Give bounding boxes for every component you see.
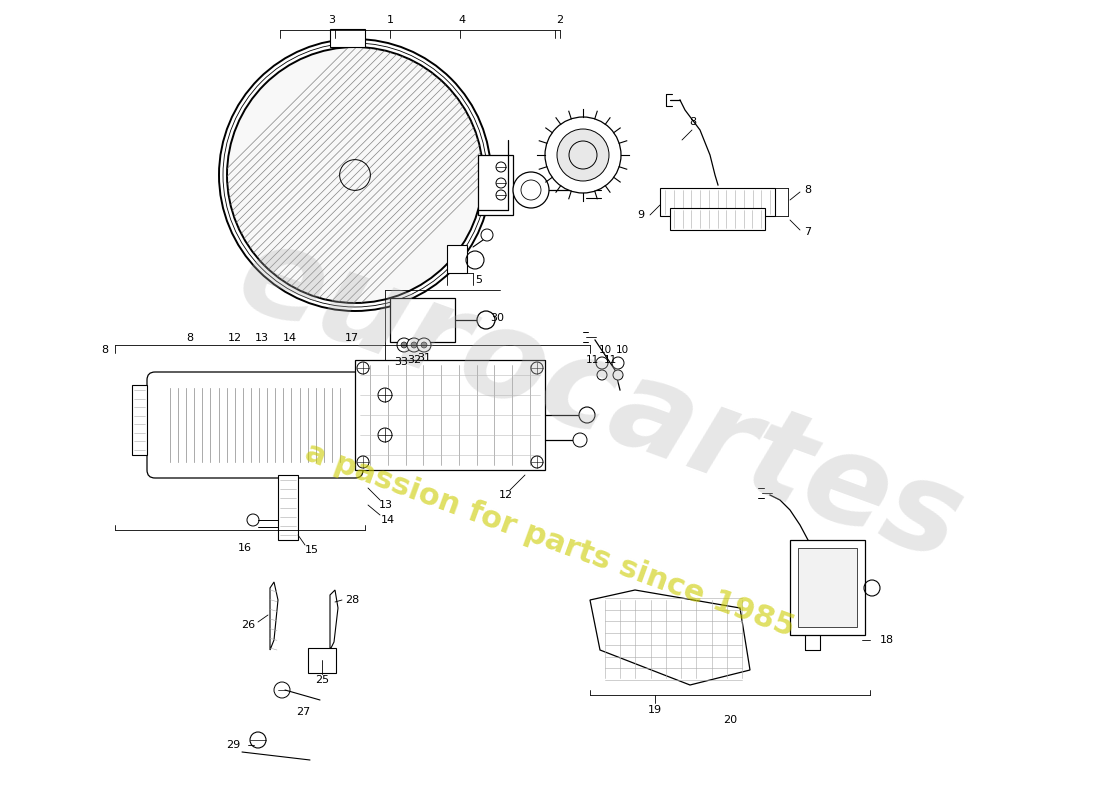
Bar <box>670 208 764 230</box>
Circle shape <box>513 172 549 208</box>
Text: 26: 26 <box>241 620 255 630</box>
Circle shape <box>544 117 622 193</box>
Text: 16: 16 <box>238 543 252 553</box>
Polygon shape <box>330 590 338 650</box>
Text: 8: 8 <box>804 185 811 195</box>
Circle shape <box>595 178 603 186</box>
Text: 31: 31 <box>417 353 431 363</box>
Circle shape <box>407 338 421 352</box>
Circle shape <box>573 433 587 447</box>
Text: 32: 32 <box>407 355 421 365</box>
Text: 20: 20 <box>723 715 737 725</box>
Circle shape <box>421 342 427 348</box>
Text: 14: 14 <box>381 515 395 525</box>
Text: 12: 12 <box>499 490 513 500</box>
Polygon shape <box>270 582 278 650</box>
Circle shape <box>378 428 392 442</box>
Bar <box>132 385 147 455</box>
Circle shape <box>227 47 483 303</box>
Text: 5: 5 <box>475 275 482 285</box>
Text: 28: 28 <box>345 595 360 605</box>
Bar <box>330 29 365 47</box>
Circle shape <box>496 178 506 188</box>
Circle shape <box>613 370 623 380</box>
Circle shape <box>610 151 619 159</box>
Circle shape <box>579 407 595 423</box>
Text: a passion for parts since 1985: a passion for parts since 1985 <box>301 438 799 642</box>
Text: 17: 17 <box>345 333 359 343</box>
Text: 14: 14 <box>283 333 297 343</box>
Circle shape <box>596 357 608 369</box>
Circle shape <box>595 123 603 131</box>
Text: 8: 8 <box>101 345 108 355</box>
Text: 3: 3 <box>329 15 336 25</box>
Text: 1: 1 <box>386 15 394 25</box>
Polygon shape <box>590 590 750 685</box>
Text: 11: 11 <box>585 355 598 365</box>
Circle shape <box>358 362 368 374</box>
Text: 30: 30 <box>490 313 504 323</box>
Text: 19: 19 <box>648 705 662 715</box>
Circle shape <box>563 178 571 186</box>
Text: 13: 13 <box>255 333 270 343</box>
Text: 25: 25 <box>315 675 329 685</box>
Bar <box>660 188 776 216</box>
Bar <box>478 155 513 215</box>
Circle shape <box>358 456 368 468</box>
Text: 2: 2 <box>557 15 563 25</box>
Circle shape <box>547 151 556 159</box>
Circle shape <box>417 338 431 352</box>
Text: 15: 15 <box>305 545 319 555</box>
Bar <box>390 298 455 342</box>
Text: 9: 9 <box>637 210 644 220</box>
Text: 33: 33 <box>394 357 408 367</box>
Text: 4: 4 <box>459 15 465 25</box>
Text: 11: 11 <box>604 355 617 365</box>
FancyBboxPatch shape <box>147 372 363 478</box>
Text: 8: 8 <box>690 117 696 127</box>
Bar <box>355 360 544 470</box>
Circle shape <box>411 342 417 348</box>
Circle shape <box>557 129 609 181</box>
Bar <box>278 475 298 540</box>
Circle shape <box>477 311 495 329</box>
Circle shape <box>531 362 543 374</box>
Text: 18: 18 <box>880 635 894 645</box>
Bar <box>447 245 468 273</box>
Circle shape <box>496 190 506 200</box>
Circle shape <box>612 357 624 369</box>
Text: 10: 10 <box>598 345 612 355</box>
Circle shape <box>402 342 407 348</box>
Circle shape <box>496 162 506 172</box>
Circle shape <box>378 388 392 402</box>
Text: 27: 27 <box>296 707 310 717</box>
Bar <box>308 648 336 673</box>
Text: 10: 10 <box>615 345 628 355</box>
Text: eurocartes: eurocartes <box>222 213 978 587</box>
Bar <box>790 540 865 635</box>
Circle shape <box>597 370 607 380</box>
Bar <box>798 548 857 627</box>
Text: 7: 7 <box>804 227 811 237</box>
Circle shape <box>397 338 411 352</box>
Text: 12: 12 <box>228 333 242 343</box>
Text: 13: 13 <box>379 500 393 510</box>
Text: 29: 29 <box>226 740 240 750</box>
Text: 8: 8 <box>186 333 194 343</box>
Circle shape <box>531 456 543 468</box>
Circle shape <box>563 123 571 131</box>
